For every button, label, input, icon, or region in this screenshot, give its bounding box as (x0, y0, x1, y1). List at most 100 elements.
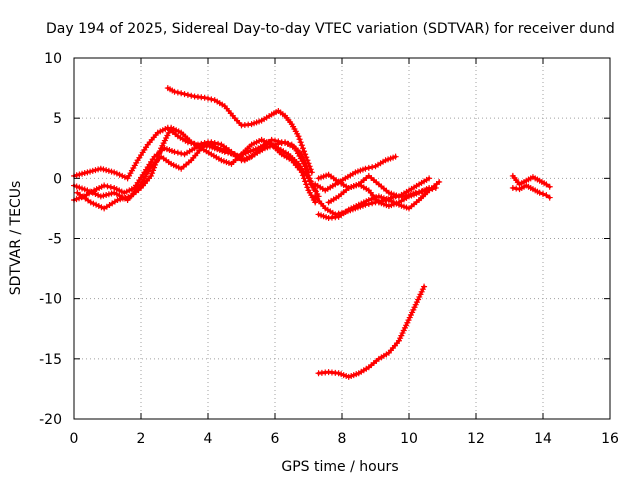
series-pass-2 (71, 124, 319, 194)
data-point (92, 167, 99, 174)
series-pass-13 (509, 182, 553, 201)
y-tick-label: 0 (53, 171, 62, 187)
data-point (90, 200, 97, 207)
data-point (108, 190, 115, 197)
data-point (100, 192, 107, 199)
data-point (392, 153, 399, 160)
data-point (113, 170, 120, 177)
data-point (103, 191, 110, 198)
data-point (298, 142, 305, 149)
x-tick-label: 10 (400, 431, 418, 447)
data-point (95, 192, 102, 199)
data-point (148, 172, 155, 179)
data-point (543, 192, 550, 199)
data-point (153, 159, 160, 166)
data-point (87, 168, 94, 175)
data-point (150, 167, 157, 174)
data-point (302, 178, 309, 185)
y-axis-ticks: -20 -15 -10 -5 0 5 10 (39, 51, 610, 428)
data-point (119, 195, 126, 202)
x-tick-label: 12 (467, 431, 485, 447)
data-point (114, 196, 121, 203)
data-point (426, 184, 433, 191)
data-point (540, 190, 546, 197)
series-pass-5 (164, 85, 315, 176)
data-points (71, 85, 553, 380)
data-point (117, 196, 124, 203)
data-point (149, 170, 156, 177)
data-point (546, 194, 553, 201)
data-point (215, 140, 222, 147)
data-point (174, 89, 181, 96)
data-point (84, 187, 91, 194)
data-point (282, 140, 289, 147)
data-point (79, 185, 86, 192)
data-point (73, 172, 80, 179)
series-pass-7 (312, 153, 399, 194)
data-point (111, 169, 118, 176)
x-tick-label: 2 (137, 431, 146, 447)
data-point (171, 88, 178, 95)
data-point (122, 194, 129, 201)
data-point (546, 183, 553, 190)
data-point (76, 184, 83, 191)
series-pass-4 (74, 124, 319, 212)
data-point (152, 161, 159, 168)
data-point (298, 169, 305, 176)
data-point (84, 169, 91, 176)
data-point (95, 166, 102, 173)
data-point (157, 148, 164, 155)
y-tick-label: 5 (53, 111, 62, 127)
data-point (285, 140, 292, 147)
data-point (436, 178, 443, 185)
data-point (275, 138, 282, 145)
data-point (101, 182, 108, 189)
data-point (154, 156, 161, 163)
data-point (174, 149, 181, 156)
series-pass-10 (325, 181, 433, 210)
data-point (178, 90, 185, 97)
data-point (301, 175, 308, 182)
data-point (365, 164, 372, 171)
data-point (205, 95, 211, 102)
data-point (362, 165, 369, 172)
x-tick-label: 0 (70, 431, 79, 447)
x-tick-label: 16 (601, 431, 619, 447)
x-axis-ticks: 0 2 4 6 8 10 12 14 16 (70, 58, 619, 447)
data-point (543, 181, 550, 188)
data-point (513, 185, 520, 192)
data-point (76, 171, 83, 178)
data-point (302, 151, 309, 158)
data-point (79, 170, 86, 177)
data-point (95, 203, 102, 210)
x-tick-label: 8 (338, 431, 347, 447)
data-point (369, 200, 376, 207)
data-point (156, 150, 163, 157)
data-point (97, 165, 104, 172)
series-trace (72, 126, 317, 192)
data-point (312, 199, 319, 206)
data-point (119, 172, 126, 179)
data-point (103, 167, 110, 174)
data-point (369, 164, 376, 171)
data-point (307, 166, 314, 173)
data-point (155, 153, 162, 160)
data-point (208, 139, 215, 146)
data-point (421, 283, 428, 290)
data-point (208, 96, 215, 103)
data-point (105, 191, 112, 198)
data-point (92, 190, 99, 197)
data-point (272, 137, 278, 144)
data-point (93, 201, 100, 208)
series-pass-11 (315, 283, 428, 380)
data-point (426, 175, 433, 182)
data-point (509, 184, 516, 191)
data-point (81, 170, 88, 177)
data-point (304, 184, 311, 191)
data-point (181, 91, 188, 98)
data-point (87, 199, 94, 206)
data-point (296, 136, 303, 143)
data-point (73, 183, 80, 190)
data-point (171, 148, 178, 155)
